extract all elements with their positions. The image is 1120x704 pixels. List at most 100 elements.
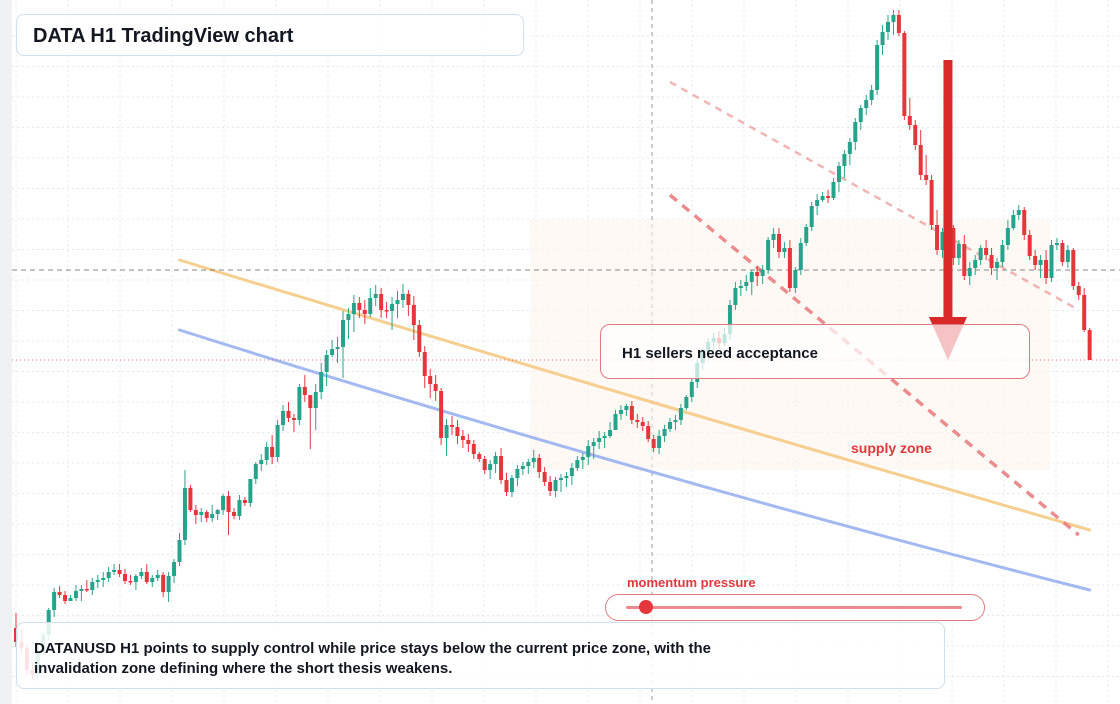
candle [875, 40, 880, 95]
momentum-knob[interactable] [639, 600, 654, 614]
candle [297, 384, 302, 425]
candle-body [63, 595, 68, 601]
candle [379, 288, 384, 318]
candle-body [319, 372, 324, 392]
candle-body [101, 578, 106, 580]
candle [106, 567, 111, 582]
candle-body [548, 482, 553, 491]
candle-body [199, 512, 204, 515]
candle-body [172, 562, 177, 576]
candle-body [738, 286, 743, 288]
candle-body [270, 447, 275, 457]
candle [591, 438, 596, 459]
candle-body [139, 572, 144, 576]
candle [629, 401, 634, 424]
candle [237, 495, 242, 520]
title-box: DATA H1 TradingView chart [16, 14, 524, 56]
candle [798, 238, 803, 275]
candle-body [935, 225, 940, 250]
candle [433, 375, 438, 401]
candle-body [967, 268, 972, 276]
candle [232, 508, 236, 519]
reference-levels [12, 269, 1120, 361]
candle [924, 155, 929, 185]
candle-body [493, 456, 498, 464]
candle-body [264, 447, 269, 460]
candle [1011, 210, 1016, 230]
candle [215, 509, 220, 520]
candle-body [733, 288, 738, 305]
candle [913, 120, 918, 150]
candle [1060, 240, 1065, 266]
candle-body [150, 578, 155, 582]
candle-body [771, 234, 776, 240]
candle [766, 237, 771, 274]
candle [275, 420, 280, 462]
candle-body [836, 166, 841, 182]
candle-body [433, 384, 438, 391]
candle [815, 194, 820, 215]
candle [357, 297, 362, 318]
candle-body [891, 15, 896, 22]
candle-body [869, 90, 874, 100]
candle [417, 320, 422, 357]
candle-body [913, 125, 918, 145]
candle [520, 462, 525, 475]
candle [831, 178, 836, 200]
candle [864, 95, 869, 115]
candle [847, 138, 852, 165]
candle-body [951, 228, 956, 258]
candle [351, 295, 356, 332]
candle [836, 162, 841, 192]
candle [1038, 255, 1043, 278]
candle [177, 533, 182, 566]
candle-body [411, 305, 416, 325]
candle-body [826, 196, 831, 198]
candle-body [123, 574, 127, 581]
momentum-pressure-slider[interactable] [605, 594, 985, 621]
moving-average-line [178, 328, 1092, 592]
candle-body [351, 303, 356, 314]
candle [1054, 238, 1059, 250]
candle-body [1016, 210, 1021, 215]
candle [259, 454, 264, 471]
candle-body [689, 382, 694, 397]
candle [117, 564, 122, 577]
candle-body [798, 243, 803, 270]
candle-body [281, 411, 286, 425]
candle-body [455, 427, 460, 436]
candle [390, 297, 395, 330]
candle [504, 473, 509, 496]
candle [302, 375, 307, 402]
candle-body [793, 270, 798, 288]
candle [995, 258, 999, 280]
candle-body [188, 488, 193, 510]
candle [395, 291, 400, 318]
candle-body [161, 575, 166, 592]
candle [400, 284, 405, 308]
candle [450, 416, 454, 435]
candle [210, 505, 215, 522]
candle-body [117, 570, 122, 574]
candle-body [346, 314, 351, 320]
candle [161, 572, 166, 597]
candle-body [684, 397, 689, 408]
candle-body [864, 100, 869, 108]
candle [90, 578, 95, 595]
candle-body [466, 440, 471, 444]
candle-body [804, 227, 809, 243]
candle [793, 267, 798, 293]
candle [79, 585, 84, 601]
candle-body [1005, 228, 1010, 245]
candle [586, 440, 591, 465]
candle-body [335, 347, 340, 349]
candle [537, 454, 542, 478]
candle [548, 476, 553, 496]
candle-body [362, 310, 367, 314]
candle-body [84, 589, 89, 591]
candle [891, 10, 896, 35]
candle-body [608, 430, 613, 436]
candle [1016, 205, 1021, 220]
candle-body [618, 410, 623, 414]
